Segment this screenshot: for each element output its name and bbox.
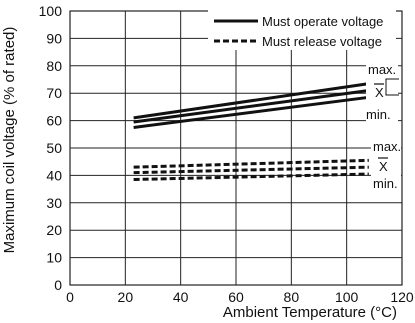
series-line-release xyxy=(133,158,369,169)
operate-min-label: min. xyxy=(366,107,391,122)
y-tick-label: 70 xyxy=(46,85,62,101)
x-axis-label: Ambient Temperature (°C) xyxy=(223,304,397,321)
series-lines xyxy=(133,82,370,182)
x-tick-label: 100 xyxy=(335,289,359,305)
series-line-release xyxy=(133,165,369,175)
y-tick-label: 0 xyxy=(54,277,62,293)
y-tick-label: 90 xyxy=(46,30,62,46)
x-tick-label: 0 xyxy=(66,289,74,305)
series-line-operate xyxy=(133,88,369,124)
release-annotation-background xyxy=(371,140,401,200)
release-max-label: max. xyxy=(373,139,401,154)
x-tick-label: 40 xyxy=(173,289,189,305)
series-line-release xyxy=(133,172,369,182)
legend-label-operate: Must operate voltage xyxy=(262,14,383,29)
y-axis-label: Maximum coil voltage (% of rated) xyxy=(1,27,18,254)
operate-annotations: max. X min. xyxy=(366,62,399,123)
operate-mean-label: X xyxy=(375,85,384,100)
series-line-operate xyxy=(133,82,370,120)
y-tick-label: 40 xyxy=(46,167,62,183)
y-tick-label: 10 xyxy=(46,250,62,266)
legend-label-release: Must release voltage xyxy=(262,34,382,49)
grid xyxy=(69,10,403,286)
release-mean-label: X xyxy=(379,159,388,174)
operate-annotation-background xyxy=(366,63,398,123)
x-tick-label: 60 xyxy=(228,289,244,305)
y-tick-label: 60 xyxy=(46,113,62,129)
series-line-operate xyxy=(133,95,369,129)
y-tick-labels: 0 10 20 30 40 50 60 70 80 90 100 xyxy=(39,3,63,293)
y-tick-label: 30 xyxy=(46,195,62,211)
operate-bracket xyxy=(385,78,399,96)
release-annotations: max. X min. xyxy=(371,139,401,200)
x-tick-label: 20 xyxy=(118,289,134,305)
legend: Must operate voltage Must release voltag… xyxy=(208,10,396,50)
y-tick-label: 50 xyxy=(46,140,62,156)
release-min-label: min. xyxy=(373,176,398,191)
legend-background xyxy=(208,10,396,50)
x-tick-labels: 0 20 40 60 80 100 120 xyxy=(66,289,414,305)
y-tick-label: 20 xyxy=(46,222,62,238)
y-tick-label: 100 xyxy=(39,3,63,19)
y-tick-label: 80 xyxy=(46,58,62,74)
x-tick-label: 80 xyxy=(284,289,300,305)
x-tick-label: 120 xyxy=(390,289,414,305)
operate-max-label: max. xyxy=(368,62,396,77)
